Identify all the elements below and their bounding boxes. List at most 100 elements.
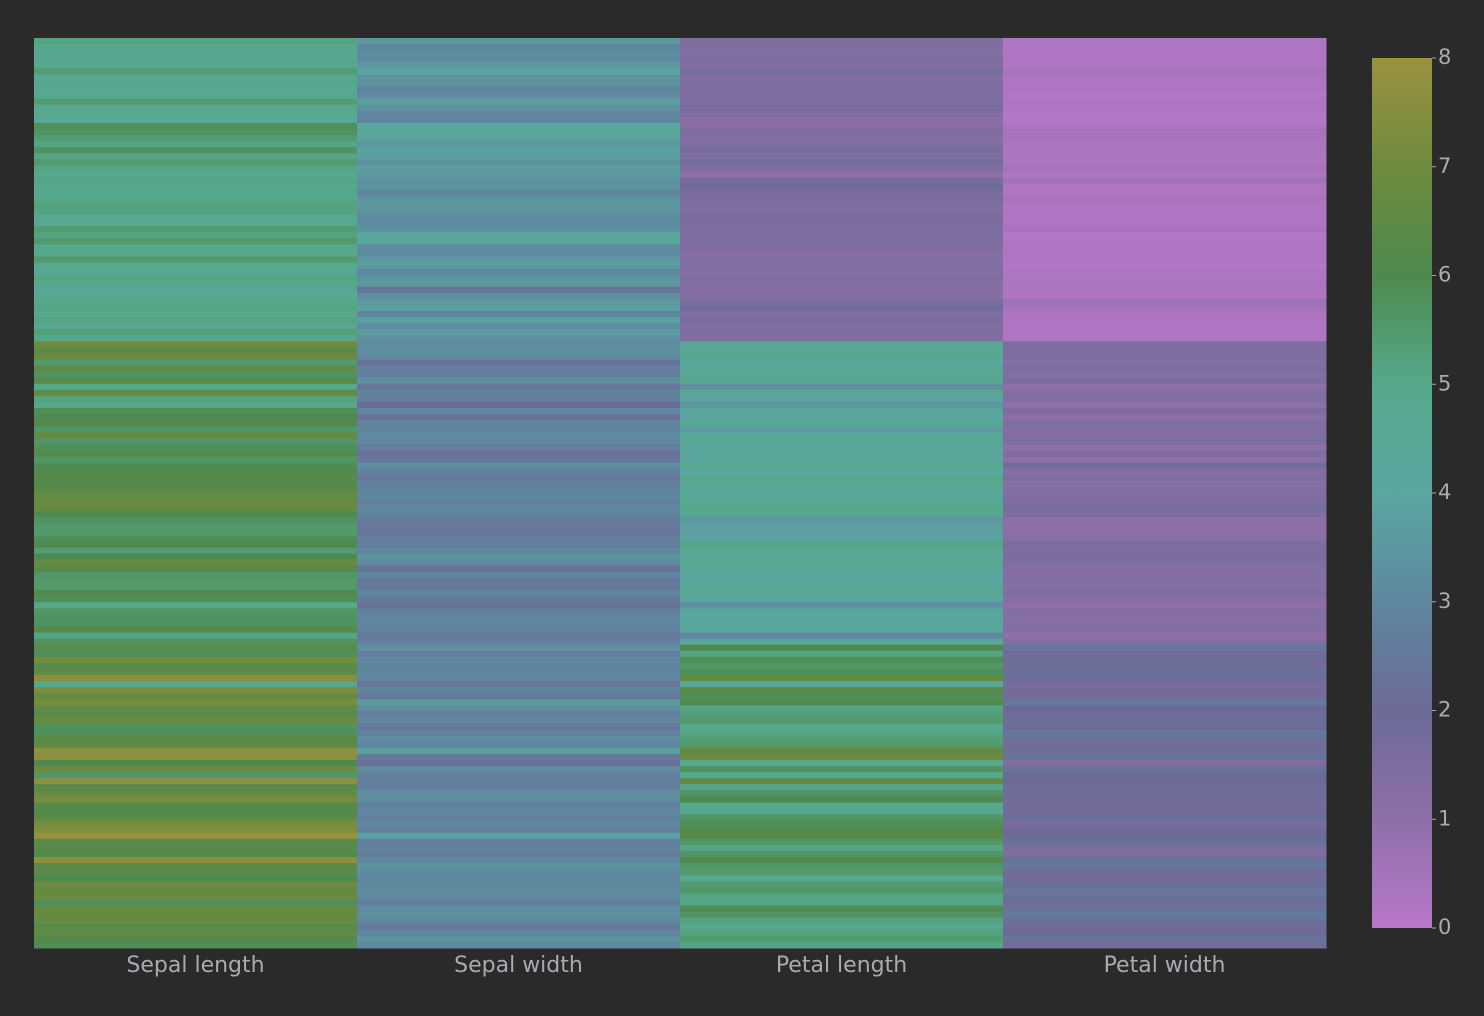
heatmap-cell bbox=[680, 474, 1004, 482]
heatmap-cell bbox=[1003, 899, 1327, 907]
heatmap-cell bbox=[1003, 614, 1327, 621]
heatmap-cell bbox=[680, 759, 1004, 767]
heatmap-cell bbox=[680, 256, 1004, 263]
heatmap-cell bbox=[357, 159, 681, 166]
heatmap-cell bbox=[357, 402, 681, 409]
heatmap-cell bbox=[357, 444, 681, 452]
heatmap-cell bbox=[680, 395, 1004, 403]
heatmap-cell bbox=[34, 917, 358, 925]
heatmap-cell bbox=[357, 499, 681, 506]
heatmap-cell bbox=[34, 650, 358, 658]
heatmap-cell bbox=[34, 201, 358, 209]
heatmap-cell bbox=[34, 250, 358, 257]
heatmap-cell bbox=[680, 705, 1004, 712]
heatmap-cell bbox=[357, 596, 681, 603]
heatmap-cell bbox=[680, 116, 1004, 124]
heatmap-cell bbox=[34, 365, 358, 373]
heatmap-cell bbox=[34, 268, 358, 276]
heatmap-cell bbox=[680, 602, 1004, 609]
heatmap-cell bbox=[34, 462, 358, 470]
heatmap-cell bbox=[680, 341, 1004, 348]
heatmap-cell bbox=[357, 668, 681, 676]
heatmap-cell bbox=[1003, 426, 1327, 433]
heatmap-cell bbox=[680, 590, 1004, 597]
heatmap-cell bbox=[1003, 893, 1327, 900]
heatmap-cell bbox=[1003, 705, 1327, 712]
heatmap-cell bbox=[1003, 577, 1327, 585]
heatmap-cell bbox=[34, 638, 358, 646]
heatmap-cell bbox=[34, 881, 358, 888]
heatmap-cell bbox=[34, 141, 358, 148]
heatmap-cell bbox=[1003, 68, 1327, 75]
heatmap-cell bbox=[680, 711, 1004, 718]
heatmap-cell bbox=[34, 414, 358, 421]
heatmap-cell bbox=[357, 687, 681, 694]
heatmap-cell bbox=[1003, 141, 1327, 148]
heatmap-cell bbox=[1003, 826, 1327, 834]
heatmap-cell bbox=[34, 359, 358, 367]
heatmap-cell bbox=[680, 687, 1004, 694]
heatmap-cell bbox=[1003, 250, 1327, 257]
heatmap-cell bbox=[680, 899, 1004, 907]
heatmap-cell bbox=[34, 44, 358, 51]
heatmap-cell bbox=[34, 371, 358, 379]
heatmap-cell bbox=[357, 383, 681, 391]
heatmap-cell bbox=[680, 444, 1004, 452]
heatmap-cell bbox=[34, 238, 358, 245]
heatmap-cell bbox=[1003, 280, 1327, 288]
heatmap-cell bbox=[680, 359, 1004, 367]
heatmap-cell bbox=[680, 741, 1004, 749]
heatmap-cell bbox=[1003, 917, 1327, 925]
heatmap-cell bbox=[357, 772, 681, 779]
heatmap-cell bbox=[680, 147, 1004, 154]
heatmap-cell bbox=[1003, 298, 1327, 306]
colorbar-tick-label: 1 bbox=[1438, 806, 1451, 830]
colorbar-tick-label: 2 bbox=[1438, 698, 1451, 722]
heatmap-cell bbox=[1003, 832, 1327, 840]
heatmap-cell bbox=[34, 432, 358, 439]
heatmap-cell bbox=[34, 195, 358, 203]
heatmap-cell bbox=[357, 505, 681, 512]
heatmap-cell bbox=[34, 826, 358, 834]
heatmap-cell bbox=[34, 110, 358, 118]
heatmap-cell bbox=[680, 456, 1004, 464]
heatmap-cell bbox=[357, 602, 681, 609]
heatmap-cell bbox=[357, 753, 681, 761]
heatmap-cell bbox=[357, 857, 681, 864]
heatmap-cell bbox=[34, 923, 358, 931]
heatmap-cell bbox=[680, 408, 1004, 415]
heatmap-cell bbox=[1003, 935, 1327, 943]
heatmap-cell bbox=[680, 226, 1004, 233]
heatmap-cell bbox=[680, 596, 1004, 603]
heatmap-cell bbox=[1003, 171, 1327, 179]
heatmap-cell bbox=[357, 747, 681, 755]
heatmap-cell bbox=[357, 56, 681, 63]
heatmap-cell bbox=[357, 796, 681, 803]
heatmap-cell bbox=[1003, 389, 1327, 397]
heatmap-cell bbox=[34, 620, 358, 627]
heatmap-cell bbox=[1003, 766, 1327, 773]
heatmap-cell bbox=[357, 608, 681, 615]
heatmap-cell bbox=[680, 450, 1004, 458]
heatmap-cell bbox=[357, 177, 681, 185]
heatmap-cell bbox=[680, 274, 1004, 282]
heatmap-cell bbox=[357, 766, 681, 773]
heatmap-cell bbox=[34, 802, 358, 809]
heatmap-cell bbox=[357, 850, 681, 858]
heatmap-cell bbox=[1003, 517, 1327, 524]
heatmap-cell bbox=[357, 729, 681, 737]
heatmap-cell bbox=[1003, 129, 1327, 136]
heatmap-cell bbox=[357, 135, 681, 142]
heatmap-cell bbox=[357, 195, 681, 203]
heatmap-cell bbox=[357, 74, 681, 81]
heatmap-cell bbox=[1003, 135, 1327, 142]
heatmap-cell bbox=[680, 44, 1004, 51]
heatmap-cell bbox=[680, 347, 1004, 354]
heatmap-cell bbox=[357, 274, 681, 282]
heatmap-cell bbox=[680, 523, 1004, 530]
heatmap-cell bbox=[1003, 656, 1327, 664]
heatmap-cell bbox=[357, 256, 681, 263]
heatmap-cell bbox=[680, 917, 1004, 925]
heatmap-cell bbox=[34, 395, 358, 403]
